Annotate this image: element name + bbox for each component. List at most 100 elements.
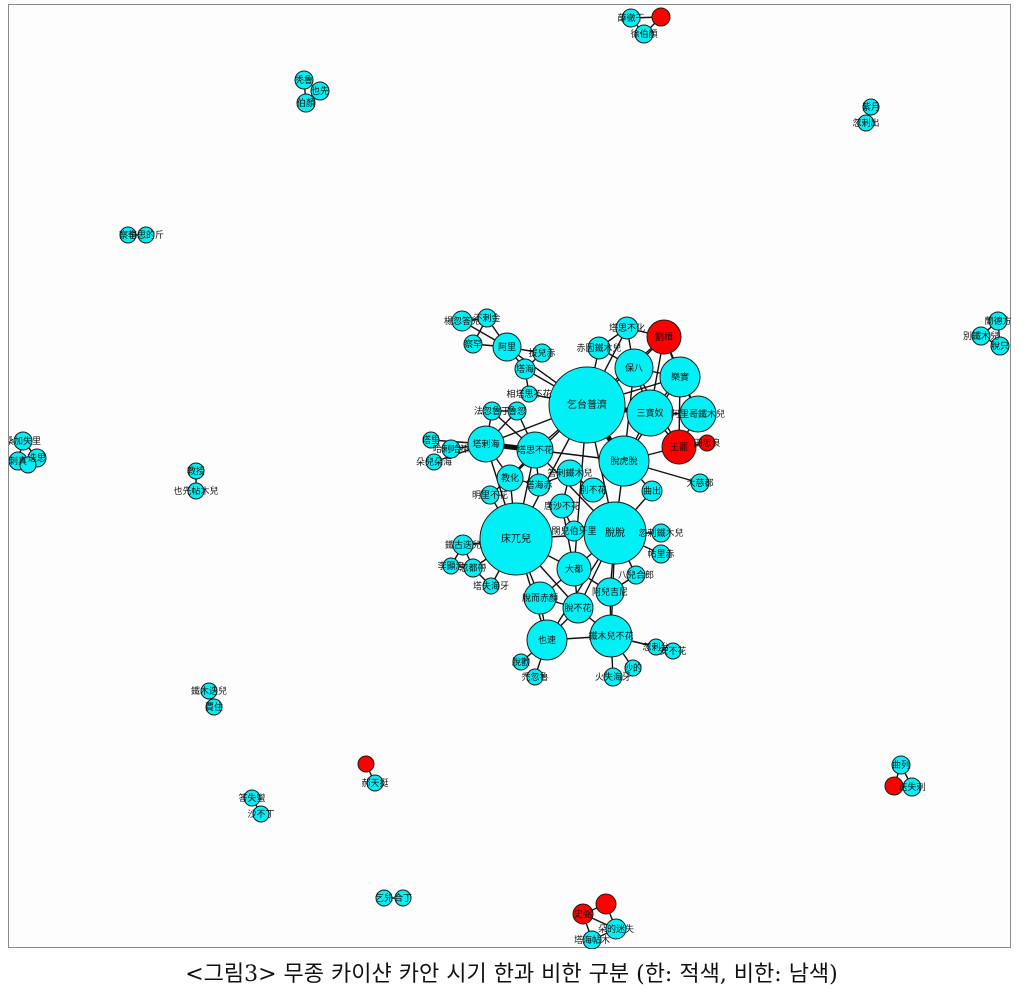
node-i10c	[902, 777, 922, 797]
node-label-i13d: 塔海帖木	[574, 934, 610, 946]
node-label-i5c: 脫只	[991, 341, 1009, 352]
node-i13c	[605, 918, 627, 940]
node-i4b	[137, 226, 155, 244]
node-label-n_tuohutuo: 脫虎脫	[610, 455, 637, 467]
node-i2b	[310, 81, 330, 101]
node-i10a	[891, 755, 911, 775]
node-label-n_aligetiemur: 阿里哥鐵木兒	[671, 408, 725, 420]
node-i1a	[621, 8, 641, 28]
node-label-i1a: 薛徹干	[617, 12, 644, 24]
node-n_tuoerchi	[523, 581, 557, 615]
node-label-n_tuobuhua: 脫不花	[564, 602, 591, 614]
node-n_lixianzhong	[442, 557, 460, 575]
node-n_aerjiji	[595, 577, 625, 607]
node-i13b	[595, 893, 617, 915]
node-label-n_chayin: 赤因鐵木兒	[576, 342, 621, 354]
node-label-n_dadu: 大都	[565, 563, 583, 575]
node-label-n_baerchi: 拔兒赤	[528, 347, 555, 359]
node-label-n_baierhe: 八兒合郎	[618, 569, 654, 581]
node-n_liuji	[646, 319, 682, 355]
node-i8a	[200, 682, 218, 700]
node-n_chayin	[587, 336, 611, 360]
node-i9b	[366, 774, 384, 792]
node-label-n_ali: 阿里	[498, 342, 516, 353]
node-n_xiangjia	[520, 385, 538, 403]
node-label-i12a: 乞兒	[375, 892, 393, 904]
node-label-n_qitai: 乞台普濟	[567, 398, 607, 411]
node-n_leshi	[659, 356, 701, 398]
node-label-n_sanbaonu: 三寶奴	[636, 407, 663, 419]
node-i4a	[119, 226, 137, 244]
node-label-i8b: 賈住	[205, 701, 223, 713]
node-n_tahai	[514, 358, 536, 380]
node-label-n_tulihu: 忽剌台	[642, 641, 669, 653]
node-n_qitai	[548, 366, 626, 444]
nodes	[9, 7, 1010, 949]
node-label-n_halahu: 哈剌哈孫	[433, 443, 469, 455]
node-n_dasibu	[690, 473, 710, 493]
node-i2a	[294, 70, 314, 90]
node-label-n_tuo1: 脫歡	[512, 656, 530, 668]
node-i9a	[357, 755, 375, 773]
node-label-i13c: 朵的迷失	[598, 923, 634, 935]
node-label-i13a: 史弼	[574, 908, 592, 920]
node-i13d	[582, 930, 602, 949]
node-i13a	[572, 903, 594, 925]
node-label-n_busha: 唐沙不花	[544, 500, 580, 512]
node-n_tuobuhua	[562, 592, 594, 624]
node-label-n_qiemubu: 別不花	[579, 484, 606, 496]
node-n_busha	[549, 493, 575, 519]
node-label-n_tahai: 塔海	[516, 363, 534, 375]
node-label-n_daluhu: 魯忽	[508, 405, 526, 417]
node-label-i8a: 鐵木迭兒	[191, 685, 227, 697]
node-n_aligetiemur	[679, 395, 717, 433]
node-label-i6b: 刺真	[9, 455, 27, 467]
node-n_wangpi	[661, 429, 697, 465]
node-n_yanghu	[451, 310, 473, 332]
node-n_tali	[422, 431, 440, 449]
node-label-n_tuoerchi: 脫而赤顏	[522, 592, 558, 604]
node-label-n_taersibuhua: 塔思不花	[517, 444, 553, 456]
graph-frame: 乞台普濟 床兀兒 脫脫 脫虎脫 三寶奴 樂實 保八 王罷 劉楫 田忠良 阿里哥鐵木兒 大慈都 曲出 塔思不…	[8, 4, 1012, 949]
node-n_anbuhua	[664, 642, 682, 660]
node-n_dadu	[556, 551, 592, 587]
node-n_fahu	[482, 401, 502, 421]
node-label-n_heerbai: 闊兒伯牙里	[551, 525, 596, 537]
node-label-n_tiegu: 鐵古迭兒	[445, 539, 481, 551]
node-i6d	[19, 456, 37, 474]
node-i6a	[13, 431, 33, 451]
node-n_tuohutuo	[598, 435, 650, 487]
node-n_tulihu	[647, 638, 665, 656]
node-label-n_leshi: 樂實	[671, 371, 689, 383]
node-label-n_mingli: 明里不花	[472, 489, 508, 501]
node-n_tashahai	[467, 425, 505, 463]
node-label-i4a: 察罕	[119, 229, 137, 241]
node-i3a	[862, 98, 880, 116]
node-label-n_fahu: 法忽魯丁	[474, 405, 510, 417]
node-label-n_huhudai: 忽都帶	[459, 562, 486, 574]
node-label-i11b: 沙不丁	[247, 809, 274, 820]
node-label-i3b: 忽剌出	[852, 117, 879, 129]
node-n_tieli	[651, 544, 671, 564]
node-i5a	[988, 311, 1008, 331]
node-label-n_quchu: 曲出	[643, 485, 661, 497]
node-n_tiangelian	[698, 434, 716, 452]
node-n_tasi	[482, 577, 500, 595]
node-n_tiemuerbuhua	[589, 614, 633, 658]
figure-caption: <그림3> 무종 카이샨 카안 시기 한과 비한 구분 (한: 적색, 비한: …	[185, 962, 838, 987]
node-i8b	[205, 698, 223, 716]
node-label-n_duoer: 朵兒朵海	[416, 456, 452, 468]
node-label-n_shaduo: 沙的	[624, 662, 642, 674]
node-n_halahu	[441, 439, 461, 459]
node-i5b	[971, 326, 991, 346]
node-n_daluhu	[507, 401, 527, 421]
node-n_huoshi	[603, 667, 623, 687]
node-n_duoer	[425, 453, 443, 471]
node-n_qiemubu	[580, 477, 606, 503]
node-n_quchu	[641, 480, 663, 502]
node-n_baoba	[614, 348, 654, 388]
node-label-n_xiangjia: 相塔思不花	[506, 388, 551, 400]
node-i3b	[857, 114, 875, 132]
